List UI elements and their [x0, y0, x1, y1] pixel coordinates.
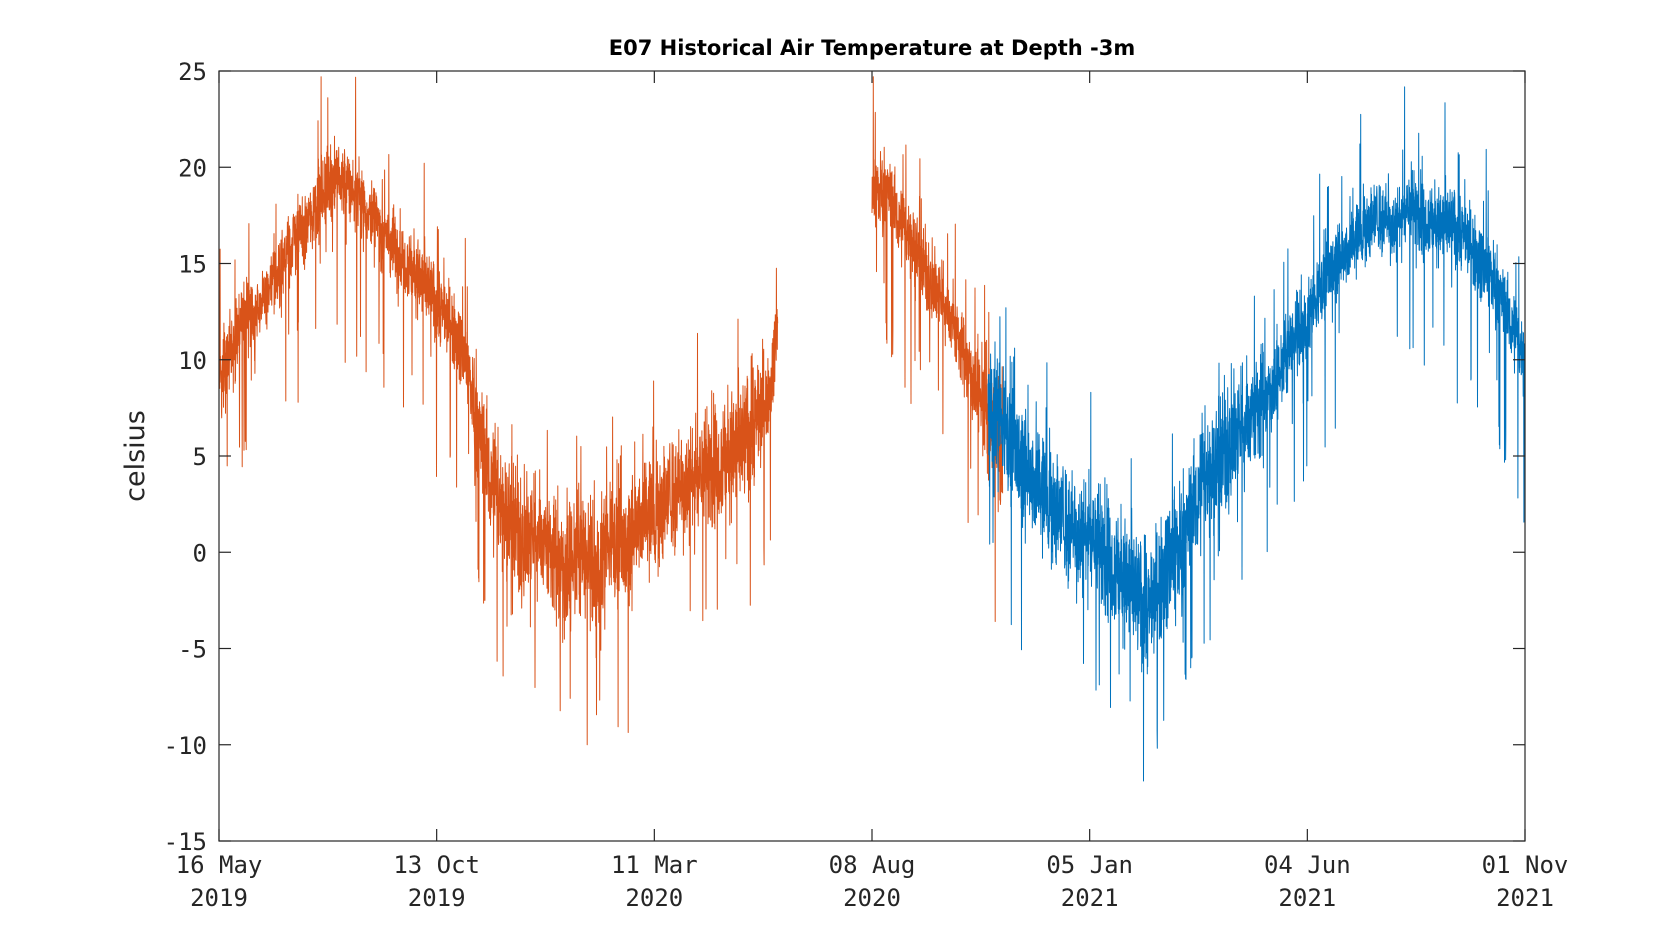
- y-axis: 25 20 15 10 5 0 -5 -10 -15: [164, 58, 1525, 856]
- x-tick-label-year: 2021: [1278, 884, 1336, 912]
- x-tick-label-year: 2021: [1061, 884, 1119, 912]
- x-tick-label-year: 2020: [625, 884, 683, 912]
- data-series: [987, 86, 1526, 782]
- x-tick-label-date: 13 Oct: [393, 851, 480, 879]
- x-tick-label-date: 16 May: [176, 851, 263, 879]
- y-tick-label: 10: [178, 347, 207, 375]
- chart-title: E07 Historical Air Temperature at Depth …: [609, 36, 1136, 60]
- x-tick-label-date: 11 Mar: [611, 851, 698, 879]
- plot-area: 25 20 15 10 5 0 -5 -10 -15 16 May 2019 13 Oct 2019 1…: [164, 58, 1569, 912]
- y-tick-label: -5: [178, 636, 207, 664]
- y-tick-label: 15: [178, 251, 207, 279]
- y-tick-label: 0: [193, 539, 207, 567]
- y-tick-label: -15: [164, 828, 207, 856]
- y-tick-label: -10: [164, 732, 207, 760]
- x-tick-label-year: 2021: [1496, 884, 1554, 912]
- series-layer: [218, 76, 1526, 782]
- y-tick-label: 25: [178, 58, 207, 86]
- series-line: [871, 76, 1004, 622]
- series-line: [218, 76, 779, 746]
- y-axis-label: celsius: [120, 410, 151, 502]
- x-tick-label-date: 04 Jun: [1264, 851, 1351, 879]
- data-series: [218, 76, 1004, 746]
- x-tick-label-year: 2019: [408, 884, 466, 912]
- series-line: [987, 86, 1526, 782]
- y-tick-label: 20: [178, 154, 207, 182]
- y-tick-label: 5: [193, 443, 207, 471]
- x-tick-label-date: 05 Jan: [1046, 851, 1133, 879]
- x-tick-label-date: 08 Aug: [829, 851, 916, 879]
- x-tick-label-year: 2019: [190, 884, 248, 912]
- x-tick-label-year: 2020: [843, 884, 901, 912]
- x-tick-label-date: 01 Nov: [1482, 851, 1569, 879]
